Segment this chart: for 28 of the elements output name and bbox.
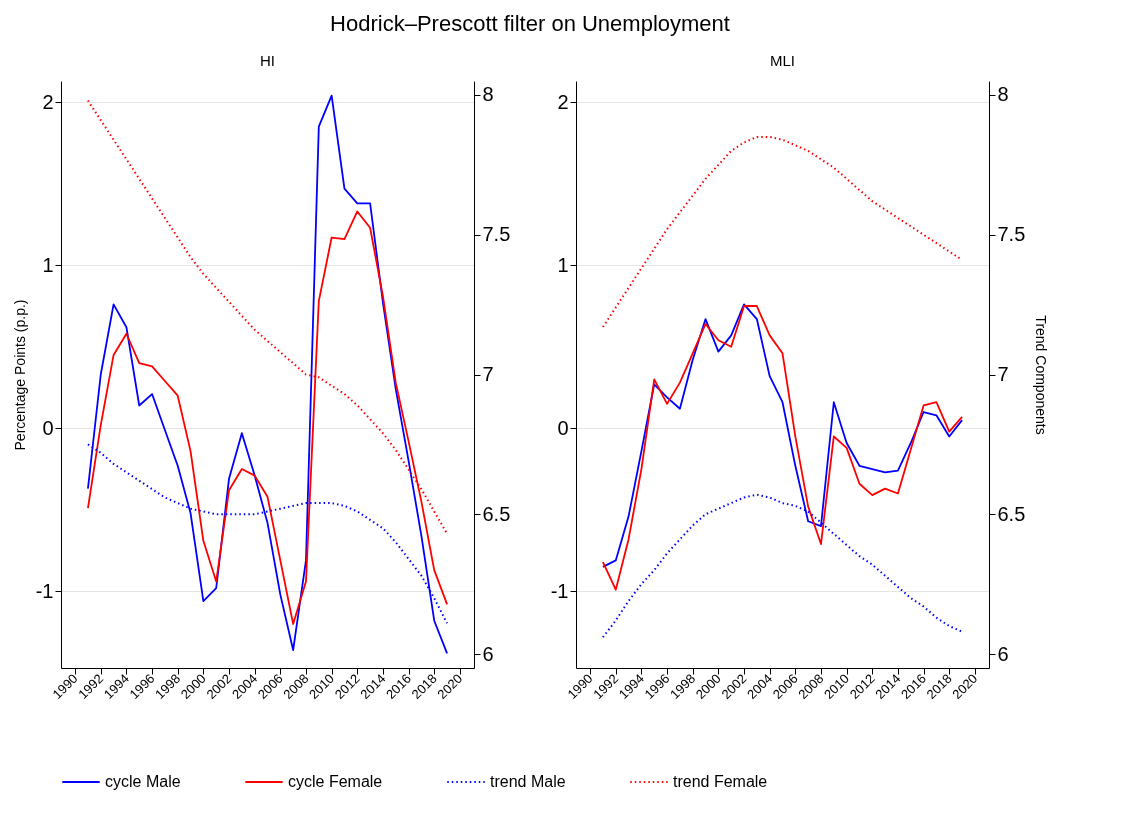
y2-tick-label: 6 (482, 642, 494, 665)
y2-tick-label: 6.5 (482, 502, 511, 525)
legend-label: cycle Female (288, 773, 383, 790)
text: Hodrick–Prescott filter on Unemployment (330, 11, 730, 36)
line-series (87, 94, 448, 655)
y2-tick-label: 8 (997, 83, 1009, 106)
legend-label: trend Male (490, 773, 566, 790)
y2-tick-label: 7 (997, 363, 1009, 385)
y2-axis-title: Trend Components (1033, 315, 1050, 435)
y-tick-label: 1 (557, 253, 569, 276)
chart-subtitle: MLI (769, 52, 796, 69)
legend-label: trend Female (673, 773, 768, 790)
y-tick-label: -1 (35, 579, 54, 602)
y-tick-label: 0 (557, 416, 569, 439)
y2-tick-label: 7.5 (482, 223, 511, 246)
y-tick-label: 2 (42, 90, 54, 113)
y-tick-label: 0 (42, 416, 54, 439)
y2-tick-label: 7.5 (997, 223, 1026, 246)
y-tick-label: -1 (550, 579, 569, 602)
legend-label: cycle Male (105, 773, 181, 790)
y-tick-label: 1 (42, 253, 54, 276)
y-tick-label: 2 (557, 90, 569, 113)
y-axis-title: Percentage Points (p.p.) (11, 299, 28, 451)
y2-tick-label: 6 (997, 642, 1009, 665)
chart-subtitle: HI (260, 52, 275, 69)
y2-tick-label: 8 (482, 83, 494, 106)
y2-tick-label: 7 (482, 363, 494, 385)
y2-tick-label: 6.5 (997, 502, 1026, 525)
